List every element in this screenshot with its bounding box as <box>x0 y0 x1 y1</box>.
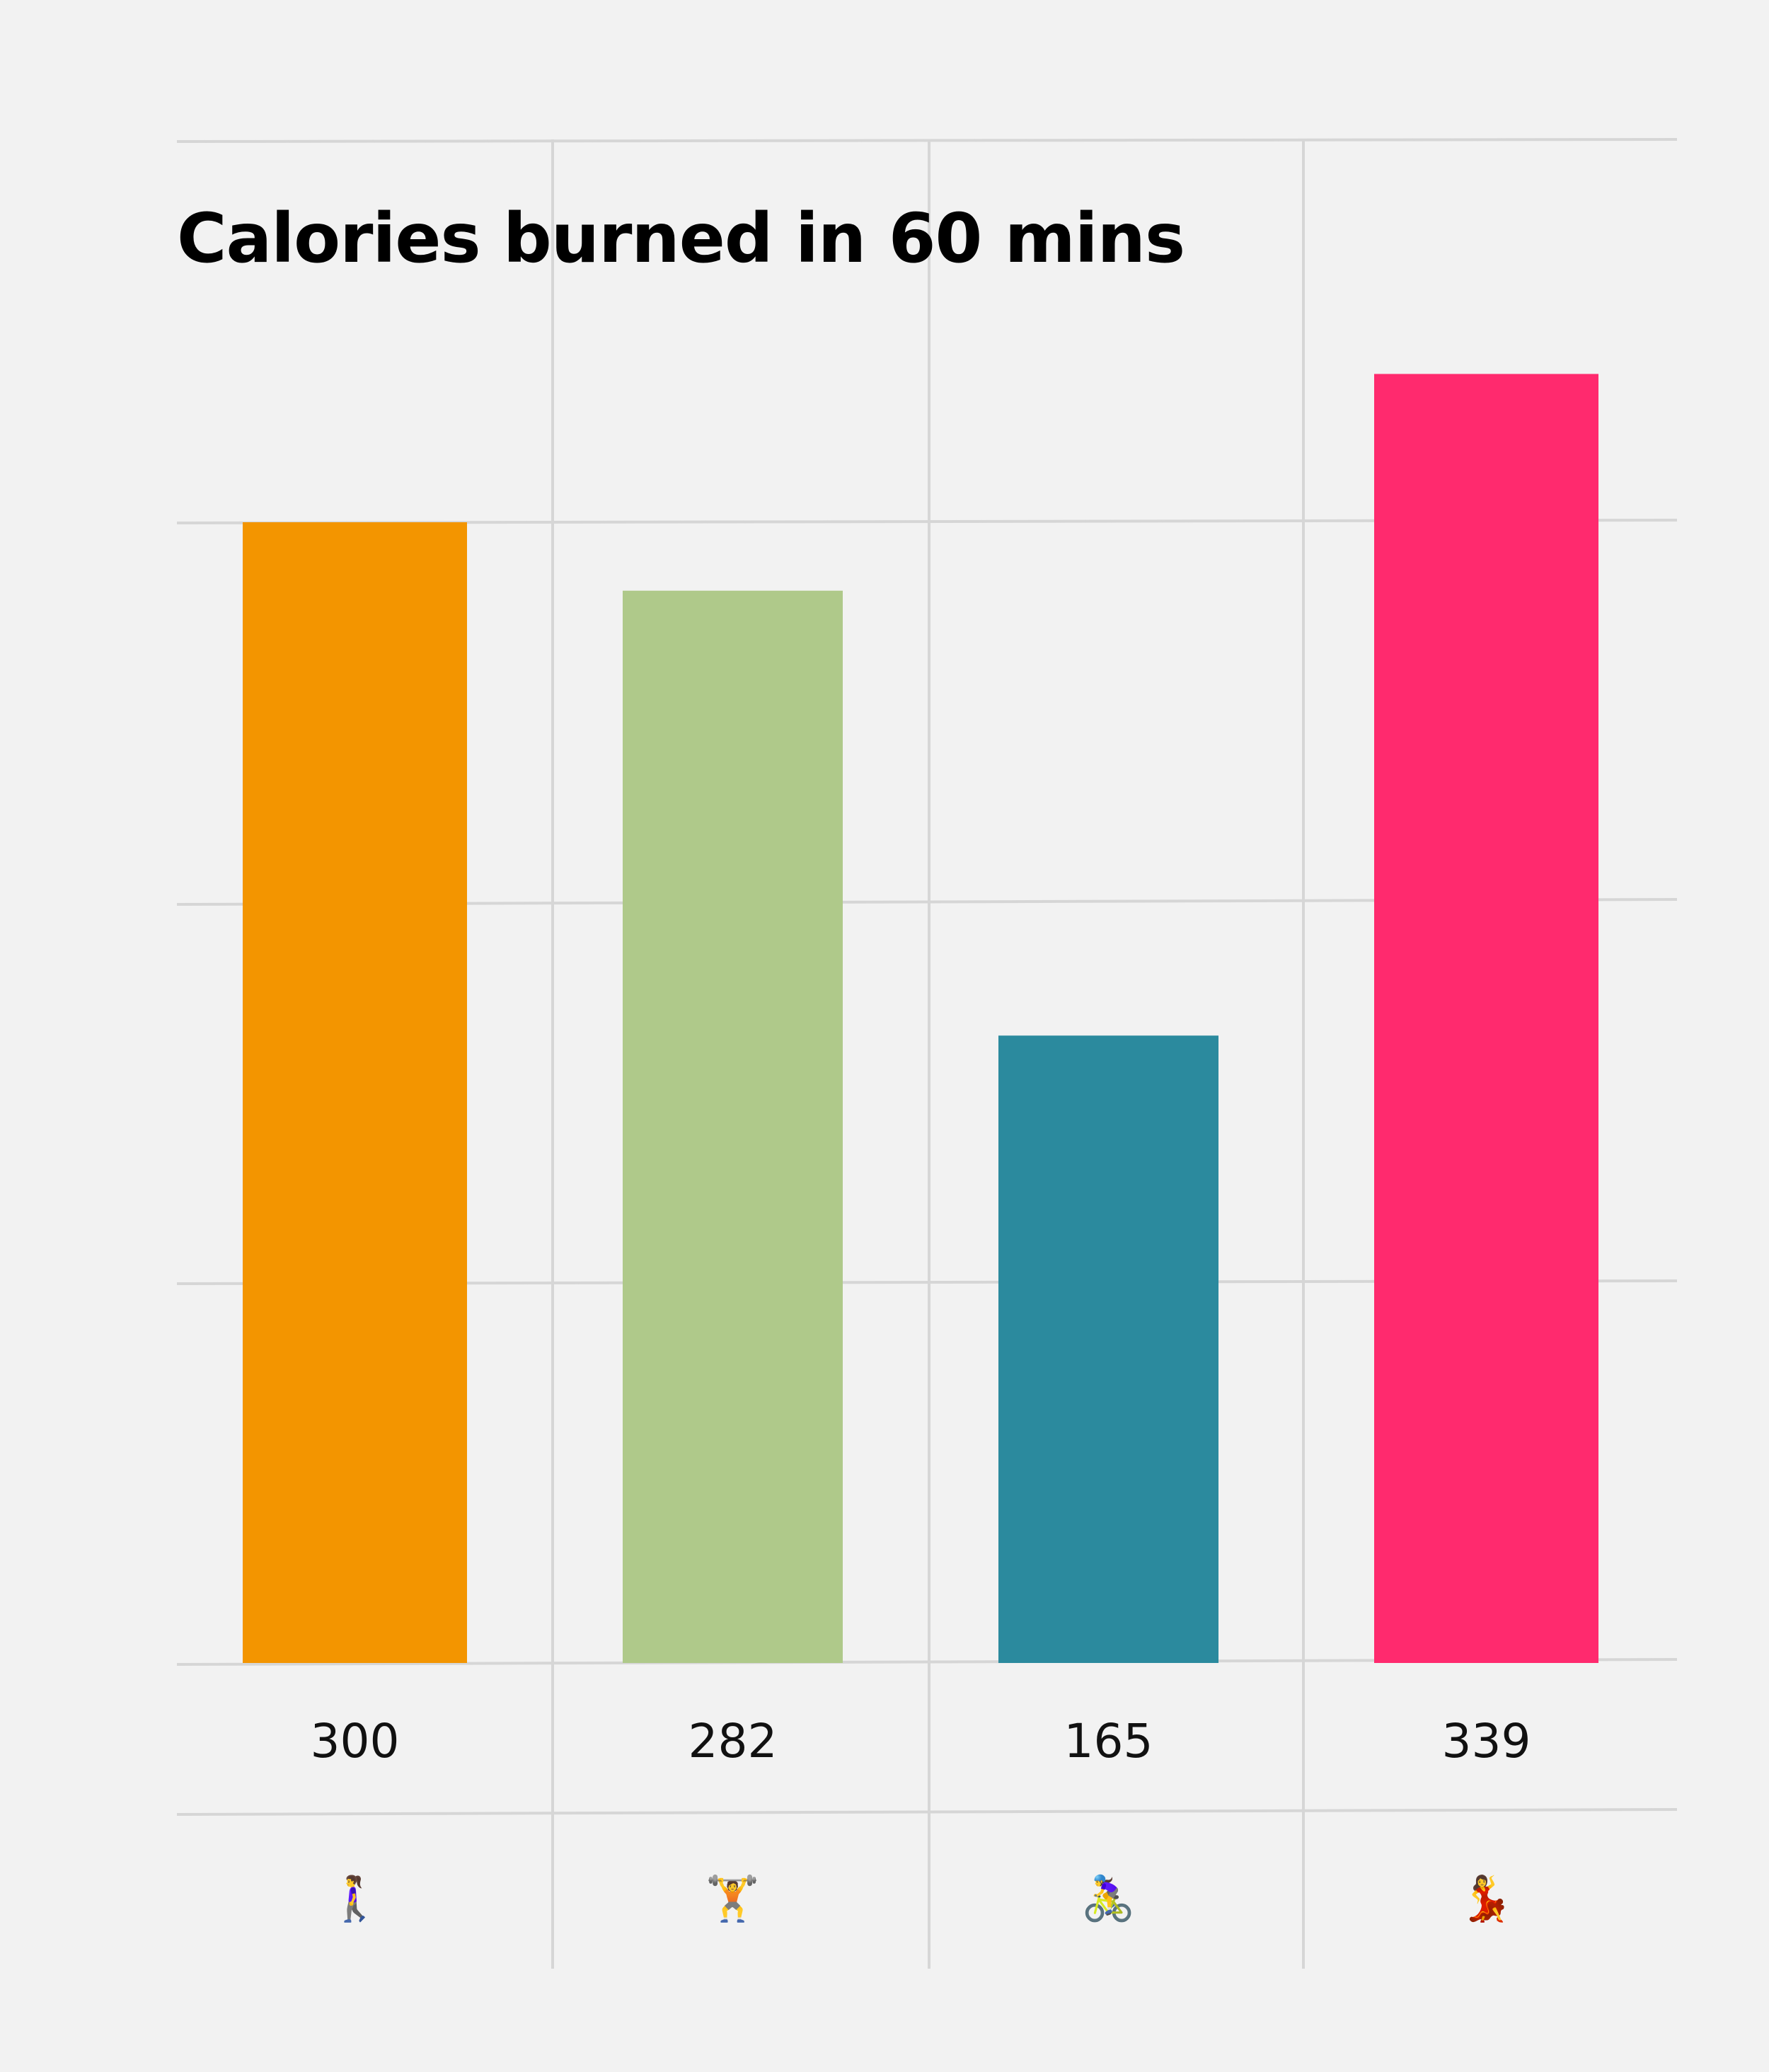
cycling-icon: 🚴‍♀️ <box>1081 1872 1136 1924</box>
bar-walking <box>243 522 467 1663</box>
walking-icon: 🚶‍♀️ <box>328 1872 382 1924</box>
value-label: 339 <box>1442 1714 1531 1768</box>
weightlifting-icon: 🏋️ <box>705 1872 760 1924</box>
dancing-icon: 💃 <box>1459 1872 1514 1925</box>
bars <box>243 374 1598 1664</box>
value-labels: 300 282 165 339 <box>311 1714 1531 1768</box>
grid-line-h <box>176 1808 1678 1816</box>
value-label: 165 <box>1064 1714 1153 1768</box>
chart-title: Calories burned in 60 mins <box>177 199 1185 278</box>
value-label: 282 <box>688 1714 778 1768</box>
bar-cycling <box>998 1035 1218 1663</box>
grid-line-h <box>176 138 1678 143</box>
value-label: 300 <box>311 1714 400 1768</box>
bar-dancing <box>1374 374 1598 1664</box>
bar-weightlifting <box>623 590 843 1663</box>
category-icons: 🚶‍♀️ 🏋️ 🚴‍♀️ 💃 <box>328 1872 1514 1925</box>
